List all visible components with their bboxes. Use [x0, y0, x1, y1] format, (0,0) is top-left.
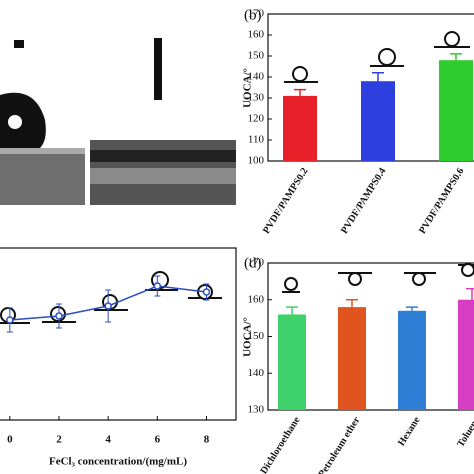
panel-label: (d) [244, 255, 262, 271]
y-tick-label: 100 [248, 155, 265, 167]
x-tick-label: Dichloroethane [259, 415, 303, 474]
x-tick-label: Petroleum ether [317, 415, 363, 474]
photo-panel [0, 0, 236, 205]
bar [439, 60, 473, 162]
point [6, 316, 14, 324]
y-tick-label: 130 [248, 404, 265, 416]
y-tick-label: 130 [248, 92, 265, 104]
x-tick-label: 6 [155, 434, 161, 446]
y-tick-label: 160 [248, 293, 265, 305]
bar [458, 299, 474, 410]
point [55, 312, 63, 320]
error-bar [286, 306, 298, 315]
y-axis-label: UOCA/° [242, 317, 254, 357]
y-tick-label: 170 [248, 257, 265, 269]
y-tick-label: 140 [248, 367, 265, 379]
y-axis-label: UOCA/° [242, 68, 254, 108]
point [104, 302, 112, 310]
error-bar [466, 287, 474, 300]
x-tick-label: PVDF/PAMPS0.2 [261, 166, 310, 236]
bar [398, 310, 426, 410]
error-bar [372, 72, 384, 82]
x-tick-label: 4 [105, 434, 111, 446]
panel-label: (b) [244, 7, 262, 23]
y-tick-label: 150 [248, 330, 265, 342]
x-tick-label: Hexane [396, 415, 423, 449]
y-tick-label: 160 [248, 29, 265, 41]
x-tick-label: Toluene [455, 415, 474, 450]
y-tick-label: 170 [248, 8, 265, 20]
y-tick-label: 140 [248, 71, 265, 83]
point [202, 288, 211, 296]
error-bar [450, 53, 462, 61]
y-tick-label: 150 [248, 50, 265, 62]
error-bar [294, 88, 306, 96]
x-tick-label: PVDF/PAMPS0.4 [339, 166, 388, 236]
bar [361, 81, 395, 161]
x-tick-label: 0 [7, 434, 13, 446]
axes-frame [0, 247, 237, 421]
x-axis-label: FeCl₃ concentration/(mg/mL) [49, 456, 187, 468]
error-bar [346, 299, 358, 308]
bar [338, 307, 366, 410]
y-tick-label: 120 [248, 113, 265, 125]
bar [283, 95, 317, 161]
x-tick-label: PVDF/PAMPS0.6 [417, 166, 466, 236]
error-bar [406, 306, 418, 311]
point [153, 282, 162, 290]
x-tick-label: 8 [204, 434, 210, 446]
y-tick-label: 110 [248, 134, 265, 146]
bar [278, 314, 306, 410]
x-tick-label: 2 [56, 434, 62, 446]
